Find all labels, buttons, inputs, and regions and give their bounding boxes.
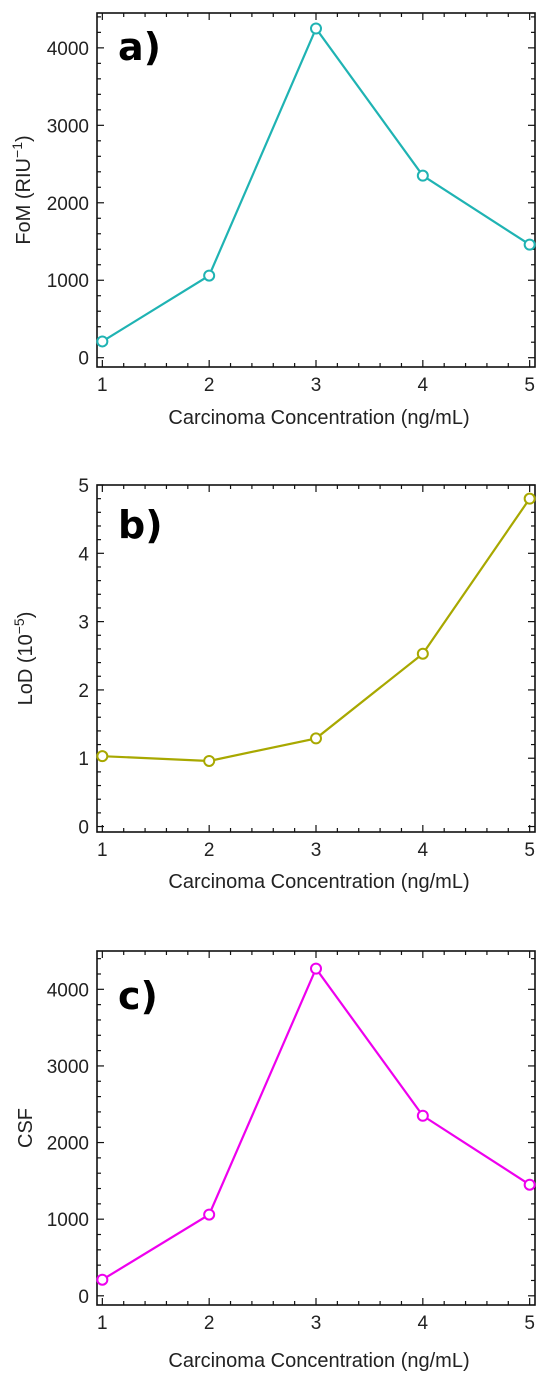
y-axis-label: CSF xyxy=(15,1108,37,1148)
y-tick-label: 3000 xyxy=(47,1057,89,1078)
x-tick-label: 2 xyxy=(204,375,215,396)
data-point xyxy=(310,732,322,745)
y-tick-label: 5 xyxy=(78,476,89,497)
y-tick-label: 1000 xyxy=(47,1210,89,1231)
y-tick-label: 3000 xyxy=(47,116,89,137)
y-tick-label: 0 xyxy=(78,349,89,370)
data-point xyxy=(523,238,536,251)
x-axis-label: Carcinoma Concentration (ng/mL) xyxy=(168,871,469,893)
panel-label: c) xyxy=(118,974,158,1018)
y-tick-label: 4000 xyxy=(47,39,89,60)
x-tick-label: 1 xyxy=(97,375,108,396)
x-tick-label: 5 xyxy=(524,1313,535,1334)
y-tick-label: 0 xyxy=(78,818,89,839)
y-tick-label: 0 xyxy=(78,1287,89,1308)
x-tick-label: 5 xyxy=(524,840,535,861)
data-point xyxy=(416,169,429,182)
y-axis-label: FoM (RIU−1) xyxy=(9,135,35,244)
x-tick-label: 4 xyxy=(418,375,429,396)
y-axis-label: LoD (10−5) xyxy=(11,612,37,706)
data-point xyxy=(96,750,109,763)
data-point xyxy=(203,1208,216,1221)
plot-frame xyxy=(96,12,536,368)
x-tick-label: 4 xyxy=(418,1313,429,1334)
y-tick-label: 2 xyxy=(78,681,89,702)
data-point xyxy=(203,269,216,282)
y-tick-label: 2000 xyxy=(47,1134,89,1155)
x-tick-label: 1 xyxy=(97,1313,108,1334)
x-tick-label: 2 xyxy=(204,1313,215,1334)
data-point xyxy=(96,1273,109,1286)
data-point xyxy=(310,962,322,975)
data-point xyxy=(203,754,216,767)
x-tick-label: 3 xyxy=(311,375,322,396)
x-tick-label: 5 xyxy=(524,375,535,396)
x-tick-label: 3 xyxy=(311,840,322,861)
y-tick-label: 4000 xyxy=(47,980,89,1001)
data-point xyxy=(523,1178,536,1191)
data-point xyxy=(523,492,536,505)
x-tick-label: 3 xyxy=(311,1313,322,1334)
chart-panel-c: 1 2 3 4 5 0 1000 2000 3000 4000 Carcinoma Concentr… xyxy=(15,950,536,1372)
data-point xyxy=(96,335,109,348)
series-line xyxy=(101,966,531,1281)
data-point xyxy=(310,22,322,35)
y-tick-label: 4 xyxy=(78,544,89,565)
series-line xyxy=(102,498,531,763)
y-tick-label: 3 xyxy=(78,613,89,634)
x-axis-label: Carcinoma Concentration (ng/mL) xyxy=(168,1350,469,1372)
data-point xyxy=(416,1109,429,1122)
series-line xyxy=(101,26,531,343)
data-point xyxy=(416,647,429,660)
x-tick-label: 4 xyxy=(418,840,429,861)
x-axis-label: Carcinoma Concentration (ng/mL) xyxy=(168,407,469,429)
x-tick-label: 1 xyxy=(97,840,108,861)
x-tick-label: 2 xyxy=(204,840,215,861)
plot-frame xyxy=(96,950,536,1306)
panel-label: b) xyxy=(118,503,163,547)
plot-frame xyxy=(96,484,536,833)
panel-label: a) xyxy=(118,25,161,69)
y-tick-label: 1000 xyxy=(47,271,89,292)
y-tick-label: 2000 xyxy=(47,194,89,215)
chart-panel-a: 1 2 3 4 5 0 1000 2000 3000 4000 Carcinoma Concentr… xyxy=(9,12,536,429)
y-tick-label: 1 xyxy=(78,749,89,770)
